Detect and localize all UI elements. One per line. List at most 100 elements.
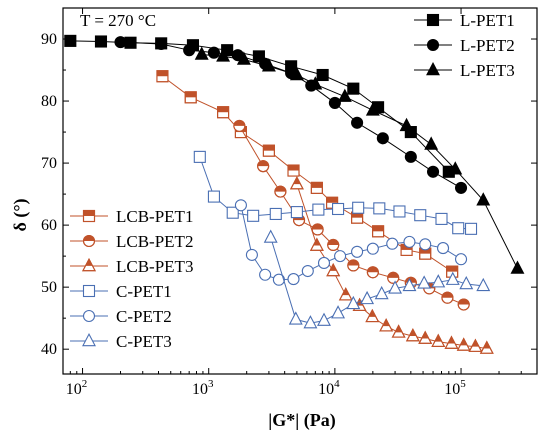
data-point-c-pet3 xyxy=(374,285,389,300)
data-point-c-pet2 xyxy=(351,245,364,258)
data-point-c-pet1 xyxy=(226,206,239,219)
data-point-lcb-pet3 xyxy=(391,324,406,338)
data-point-l-pet2 xyxy=(376,132,389,145)
legend-lower-left: LCB-PET1 LCB-PET2 LCB-PET3 C-PET1 C-PET2 C-PE… xyxy=(70,207,193,351)
data-point-l-pet2 xyxy=(207,46,220,59)
data-point-c-pet2 xyxy=(272,273,285,286)
legend-label: L-PET1 xyxy=(460,11,515,30)
legend-item-l-pet1: L-PET1 xyxy=(414,11,515,30)
data-point-lcb-pet2 xyxy=(457,298,470,311)
series-line-l-pet3 xyxy=(201,54,518,269)
legend-label: LCB-PET3 xyxy=(116,257,193,276)
legend-marker xyxy=(426,13,440,27)
legend-label: C-PET1 xyxy=(116,282,172,301)
data-point-lcb-pet1 xyxy=(262,144,275,157)
data-point-c-pet2 xyxy=(234,199,247,212)
data-point-l-pet3 xyxy=(216,48,231,62)
x-axis-title: |G*| (Pa) xyxy=(268,410,335,431)
data-point-lcb-pet3 xyxy=(431,333,446,347)
x-tick-label-base: 10 xyxy=(66,381,82,398)
data-point-c-pet2 xyxy=(245,248,258,261)
data-point-lcb-pet3 xyxy=(456,337,471,351)
data-point-l-pet1 xyxy=(316,68,329,82)
x-tick-label: 103 xyxy=(192,378,214,398)
data-point-l-pet2 xyxy=(427,165,440,178)
data-point-lcb-pet1 xyxy=(217,106,230,119)
series-l-pet3 xyxy=(194,46,525,274)
data-point-c-pet3 xyxy=(431,274,446,288)
data-point-lcb-pet3 xyxy=(309,237,324,251)
legend-item-l-pet3: L-PET3 xyxy=(414,61,515,80)
data-point-lcb-pet3 xyxy=(405,328,420,342)
data-point-l-pet3 xyxy=(476,192,491,206)
y-tick-label: 60 xyxy=(41,217,57,234)
data-point-c-pet1 xyxy=(207,190,220,203)
legend-marker xyxy=(82,209,96,223)
data-point-lcb-pet2 xyxy=(274,185,287,198)
data-point-c-pet2 xyxy=(386,237,399,250)
legend-label: L-PET2 xyxy=(460,36,515,55)
data-point-lcb-pet3 xyxy=(289,176,304,190)
legend-label: C-PET3 xyxy=(116,332,172,351)
data-point-lcb-pet1 xyxy=(287,164,300,177)
legend-item-c-pet2: C-PET2 xyxy=(70,307,172,326)
data-point-lcb-pet3 xyxy=(365,308,380,323)
data-point-l-pet3 xyxy=(337,88,352,102)
data-point-c-pet3 xyxy=(317,312,331,326)
data-point-c-pet3 xyxy=(346,295,361,310)
x-tick-label-base: 10 xyxy=(318,381,334,398)
data-point-lcb-pet1 xyxy=(310,181,323,194)
data-point-l-pet1 xyxy=(94,35,108,48)
legend-item-c-pet3: C-PET3 xyxy=(70,332,172,351)
data-point-c-pet2 xyxy=(259,268,272,281)
legend-label: L-PET3 xyxy=(460,61,515,80)
data-point-l-pet2 xyxy=(454,181,468,194)
data-point-c-pet1 xyxy=(373,202,386,215)
y-axis-title: δ (°) xyxy=(10,198,31,231)
legend-top-right: L-PET1 L-PET2 L-PET3 xyxy=(414,11,515,80)
legend-item-lcb-pet3: LCB-PET3 xyxy=(70,257,193,276)
data-point-lcb-pet2 xyxy=(347,259,360,272)
data-point-lcb-pet2 xyxy=(257,160,270,173)
data-point-c-pet2 xyxy=(419,238,432,251)
data-point-lcb-pet3 xyxy=(444,335,459,349)
data-point-c-pet1 xyxy=(464,222,478,235)
x-tick-label-base: 10 xyxy=(444,381,460,398)
y-tick-label: 40 xyxy=(41,341,57,358)
data-point-l-pet2 xyxy=(183,44,196,57)
temperature-annotation-text: T = 270 °C xyxy=(80,11,156,30)
data-point-l-pet3 xyxy=(261,58,276,72)
data-point-c-pet3 xyxy=(263,229,278,243)
data-point-c-pet3 xyxy=(360,290,375,305)
data-point-lcb-pet2 xyxy=(311,223,324,236)
x-tick-label-exp: 3 xyxy=(208,378,214,390)
x-tick-label: 105 xyxy=(444,378,466,398)
y-tick-label: 90 xyxy=(41,31,57,48)
x-tick-label-base: 10 xyxy=(192,381,208,398)
data-point-c-pet3 xyxy=(402,277,417,292)
data-point-lcb-pet3 xyxy=(468,338,483,352)
data-point-lcb-pet1 xyxy=(184,91,197,104)
data-point-l-pet3 xyxy=(308,76,323,90)
temperature-annotation: T = 270 °C xyxy=(80,11,156,30)
legend-marker xyxy=(82,284,96,298)
plot-area xyxy=(62,7,538,375)
data-point-lcb-pet3 xyxy=(338,287,353,301)
data-point-c-pet3 xyxy=(388,280,403,294)
x-tick-label-exp: 2 xyxy=(82,378,88,390)
data-point-c-pet2 xyxy=(436,242,450,255)
data-point-l-pet3 xyxy=(448,161,463,175)
data-point-l-pet1 xyxy=(64,34,77,47)
legend-marker xyxy=(426,61,440,76)
data-point-lcb-pet1 xyxy=(372,225,385,238)
data-point-c-pet2 xyxy=(403,235,416,248)
legend-item-lcb-pet1: LCB-PET1 xyxy=(70,207,193,226)
data-point-c-pet1 xyxy=(414,209,427,222)
data-point-c-pet3 xyxy=(288,311,303,325)
data-point-lcb-pet3 xyxy=(418,330,433,344)
data-point-c-pet2 xyxy=(334,250,347,263)
data-point-l-pet2 xyxy=(351,116,364,129)
data-point-lcb-pet3 xyxy=(326,262,341,277)
